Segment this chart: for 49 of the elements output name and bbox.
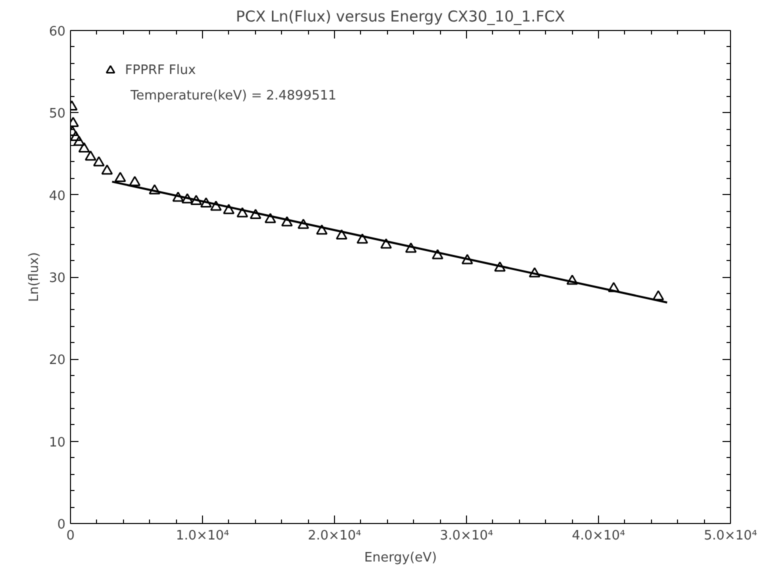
x-tick-label: 5.0×10⁴ (704, 528, 758, 544)
point (210, 200, 222, 211)
point (250, 208, 262, 220)
x-axis-title: Energy(eV) (364, 550, 437, 566)
point (356, 234, 368, 244)
point (432, 249, 444, 260)
point (101, 164, 113, 175)
point (70, 130, 82, 141)
point (652, 290, 664, 300)
x-tick-label: 4.0×10⁴ (572, 528, 626, 544)
y-axis-title: Ln(flux) (26, 252, 42, 302)
point (114, 172, 126, 182)
point (566, 274, 578, 285)
x-tick-label: 3.0×10⁴ (440, 528, 494, 544)
x-tick-label: 2.0×10⁴ (308, 528, 362, 544)
point (528, 267, 540, 278)
point (236, 207, 248, 218)
point (84, 150, 96, 161)
point (172, 192, 184, 202)
point (462, 254, 474, 264)
y-tick-label: 10 (48, 435, 66, 450)
x-tick-label: 1.0×10⁴ (176, 528, 230, 544)
chart-title: PCX Ln(Flux) versus Energy CX30_10_1.FCX (236, 8, 566, 26)
point (200, 197, 212, 208)
point (316, 224, 328, 235)
point (182, 193, 194, 204)
point (190, 194, 202, 206)
y-tick-label: 40 (48, 188, 66, 204)
point (264, 212, 276, 224)
point (380, 238, 392, 249)
legend-label: FPPRF Flux (125, 62, 196, 78)
point (148, 184, 160, 194)
y-tick-label: 20 (48, 353, 66, 368)
y-tick-label: 0 (57, 518, 66, 532)
point (336, 229, 348, 240)
point (405, 242, 417, 253)
point (281, 216, 293, 226)
point (129, 176, 141, 186)
point (494, 261, 506, 272)
y-tick-label: 60 (48, 24, 66, 40)
y-tick-label: 50 (48, 106, 66, 122)
annotation: Temperature(keV) = 2.4899511 (130, 88, 336, 104)
point (608, 282, 620, 292)
point (223, 204, 235, 214)
point (298, 218, 310, 229)
point (78, 142, 90, 152)
point (93, 156, 105, 166)
point (73, 136, 85, 146)
y-tick-label: 30 (48, 271, 66, 286)
